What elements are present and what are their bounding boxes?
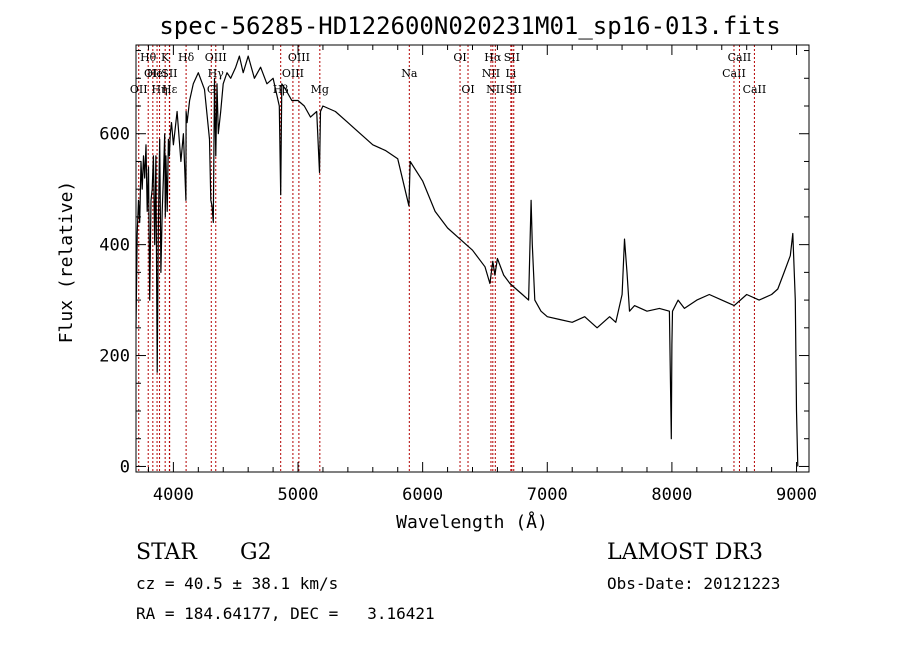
redshift-value: cz = 40.5 ± 38.1 km/s xyxy=(136,574,339,593)
sky-coordinates: RA = 184.64177, DEC = 3.16421 xyxy=(136,604,435,623)
emission-line-markers: OIIHθOIIHeIHηKSIIHεHδGOIIIHγHβOIIIOIIIMg… xyxy=(130,45,766,472)
y-tick-label: 0 xyxy=(120,457,130,477)
y-tick-label: 400 xyxy=(99,236,130,256)
line-marker-label: K xyxy=(161,51,170,64)
line-marker-label: CaII xyxy=(722,67,746,80)
line-marker-label: Hη xyxy=(151,83,167,96)
survey-name: LAMOST DR3 xyxy=(607,540,763,565)
line-marker-label: Na xyxy=(401,67,418,80)
line-marker-label: CaII xyxy=(743,83,767,96)
line-marker-label: OIII xyxy=(205,51,227,64)
line-marker-label: SII xyxy=(504,51,520,64)
line-marker-label: Hδ xyxy=(178,51,195,64)
line-marker-label: Hγ xyxy=(208,67,225,80)
line-marker-label: SII xyxy=(506,83,522,96)
y-axis: 0 200 400 600 xyxy=(99,50,809,477)
line-marker-label: Hθ xyxy=(140,51,157,64)
plot-frame xyxy=(135,44,810,473)
line-marker-label: Hα xyxy=(484,51,502,64)
y-tick-label: 200 xyxy=(99,347,130,367)
x-tick-label: 6000 xyxy=(402,485,443,505)
y-axis-label: Flux (relative) xyxy=(56,181,77,344)
line-marker-label: Li xyxy=(505,67,516,80)
x-tick-label: 7000 xyxy=(527,485,568,505)
line-marker-label: OII xyxy=(130,83,148,96)
x-axis-label: Wavelength (Å) xyxy=(396,511,548,533)
line-marker-label: OI xyxy=(461,83,474,96)
x-tick-label: 8000 xyxy=(651,485,692,505)
line-marker-label: G xyxy=(207,83,216,96)
x-tick-label: 9000 xyxy=(776,485,817,505)
y-tick-label: 600 xyxy=(99,125,130,145)
line-marker-label: OIII xyxy=(288,51,310,64)
line-marker-label: Mg xyxy=(311,83,329,96)
line-marker-label: CaII xyxy=(728,51,752,64)
spectrum-series xyxy=(135,55,799,467)
spectrum-line xyxy=(135,55,799,467)
x-axis: 4000 5000 6000 7000 8000 9000 xyxy=(147,45,817,505)
x-tick-label: 4000 xyxy=(153,485,194,505)
object-class: STAR xyxy=(136,540,197,565)
line-marker-label: OIII xyxy=(282,67,304,80)
line-marker-label: NII xyxy=(482,67,500,80)
line-marker-label: HeI xyxy=(147,67,167,80)
line-marker-label: Hε xyxy=(162,83,178,96)
chart-title: spec-56285-HD122600N020231M01_sp16-013.f… xyxy=(159,12,780,40)
x-tick-label: 5000 xyxy=(278,485,319,505)
observation-date: Obs-Date: 20121223 xyxy=(607,574,781,593)
line-marker-label: NII xyxy=(486,83,504,96)
object-subclass: G2 xyxy=(240,540,272,565)
line-marker-label: OI xyxy=(453,51,466,64)
